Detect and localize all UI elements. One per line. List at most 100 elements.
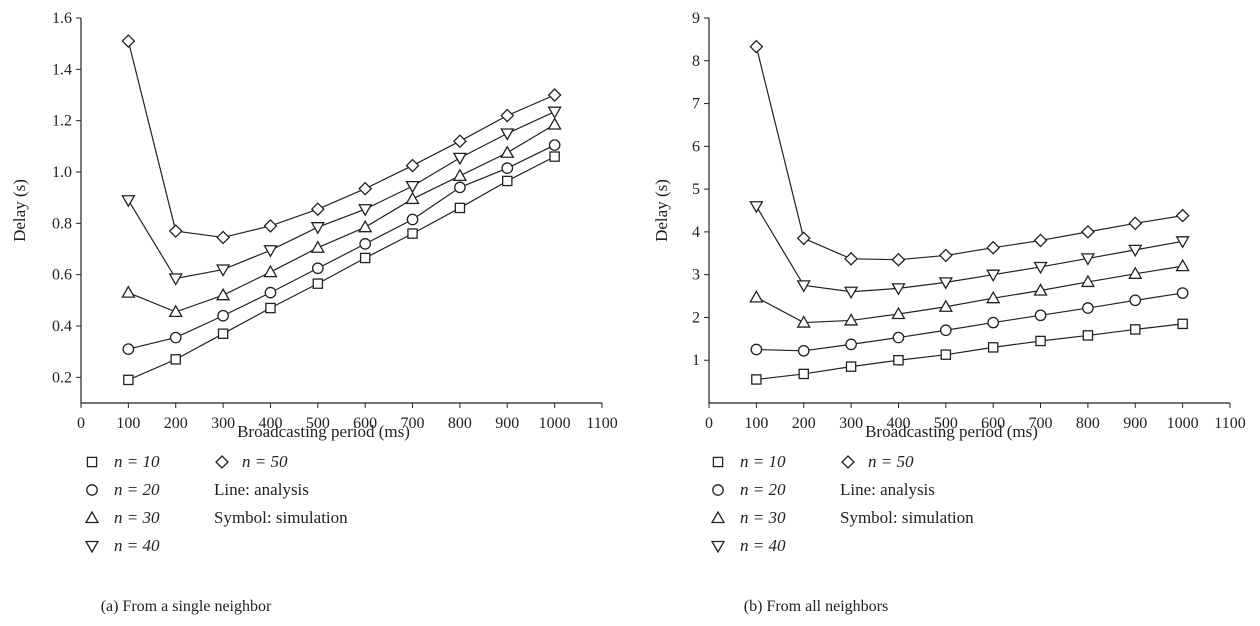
legend-label: n = 30 (740, 508, 786, 527)
data-point-square (751, 374, 762, 385)
data-point-triangle-up (547, 117, 562, 130)
data-point-triangle-down (263, 245, 278, 258)
x-axis-label: Broadcasting period (ms) (865, 422, 1038, 441)
data-point-triangle-up (358, 219, 373, 233)
legend-marker-square (712, 456, 724, 468)
data-point-diamond (1080, 224, 1095, 239)
x-tick-label: 200 (792, 415, 816, 432)
y-tick-label: 1 (692, 352, 700, 369)
data-point-triangle-down (500, 128, 515, 141)
data-point-diamond (216, 230, 231, 245)
y-tick-label: 5 (692, 181, 700, 198)
legend-marker-square (86, 456, 98, 468)
data-point-square (1035, 335, 1046, 347)
data-point-circle (122, 343, 135, 355)
legend-marker-triangle-down (84, 540, 100, 554)
x-tick-label: 300 (211, 415, 235, 432)
data-point-diamond (547, 88, 562, 102)
legend-label: n = 10 (740, 452, 786, 471)
data-point-triangle-up (310, 240, 325, 253)
data-point-circle (548, 139, 561, 151)
data-point-circle (939, 324, 952, 337)
series-triangle-down (121, 106, 562, 286)
data-point-circle (169, 331, 182, 344)
legend-label: n = 20 (114, 480, 160, 499)
data-point-circle (359, 238, 372, 250)
x-tick-label: 0 (705, 415, 713, 432)
series-square (751, 318, 1188, 385)
x-tick-label: 1000 (539, 415, 571, 432)
data-point-circle (1082, 302, 1094, 314)
x-tick-label: 500 (306, 415, 330, 432)
x-tick-label: 0 (77, 415, 85, 432)
x-tick-label: 300 (839, 415, 863, 432)
y-axis-label: Delay (s) (652, 179, 671, 242)
data-point-triangle-up (749, 290, 764, 303)
series-line (128, 144, 555, 350)
series-triangle-down (749, 201, 1190, 300)
data-point-circle (454, 181, 466, 194)
series-line (755, 205, 1183, 293)
data-point-triangle-up (500, 145, 515, 158)
data-point-diamond (168, 224, 183, 238)
legend-marker-circle (86, 484, 98, 496)
legend-label: n = 40 (114, 536, 160, 555)
y-tick-label: 9 (692, 10, 700, 27)
series-line (756, 265, 1183, 324)
series-diamond (121, 34, 562, 245)
series-triangle-up (121, 117, 562, 318)
x-tick-label: 1100 (586, 415, 617, 432)
data-point-square (312, 278, 324, 289)
legend: n = 10 n = 20 n = 30 n = 40 n = 50 Line: anal… (84, 452, 348, 555)
data-point-square (1177, 318, 1188, 330)
data-point-square (454, 202, 466, 214)
data-point-circle (406, 213, 419, 226)
legend-label: n = 50 (242, 452, 288, 471)
data-point-circle (217, 309, 229, 322)
data-point-square (798, 368, 809, 380)
data-point-circle (797, 344, 810, 357)
data-point-triangle-up (405, 191, 420, 205)
data-point-triangle-down (452, 152, 468, 166)
data-point-circle (845, 338, 857, 351)
data-point-diamond (749, 39, 764, 54)
y-tick-label: 1.2 (52, 113, 72, 130)
legend-note: Line: analysis (840, 480, 935, 499)
y-tick-label: 1.4 (52, 61, 72, 78)
data-point-triangle-down (843, 286, 859, 300)
data-point-square (1082, 330, 1094, 341)
data-point-square (502, 175, 513, 187)
data-point-diamond (121, 34, 136, 49)
data-point-diamond (1128, 216, 1143, 231)
data-point-square (549, 151, 560, 162)
x-tick-label: 900 (495, 415, 519, 432)
chart-panel-a: 0 100 200 300 400 500 600 700 800 900 1000 1100 0.2 0… (10, 10, 618, 615)
data-point-triangle-down (986, 269, 1001, 282)
data-point-triangle-up (452, 168, 468, 182)
data-point-triangle-down (891, 283, 906, 296)
data-point-triangle-up (215, 287, 231, 301)
data-point-diamond (891, 252, 906, 267)
data-point-triangle-down (1128, 244, 1143, 258)
series-line (128, 156, 555, 381)
data-point-triangle-up (121, 285, 136, 298)
data-point-square (1130, 324, 1141, 335)
data-point-square (987, 342, 999, 353)
series-line (755, 46, 1183, 261)
chart-panel-b: 0 100 200 300 400 500 600 700 800 900 1000 1100 1 2 3 4… (652, 10, 1246, 615)
data-point-triangle-down (310, 222, 325, 235)
data-point-triangle-down (796, 280, 811, 293)
series-line (128, 124, 555, 313)
data-point-triangle-up (938, 299, 953, 312)
data-point-square (893, 354, 904, 366)
legend-label: n = 50 (868, 452, 914, 471)
data-point-diamond (844, 251, 859, 266)
data-point-diamond (1033, 233, 1048, 248)
y-tick-label: 6 (692, 138, 700, 155)
data-point-triangle-down (215, 264, 231, 277)
data-point-diamond (796, 231, 811, 246)
legend-label: n = 30 (114, 508, 160, 527)
x-tick-label: 700 (1029, 415, 1053, 432)
series-line (127, 111, 555, 280)
legend-marker-triangle-down (710, 540, 726, 554)
